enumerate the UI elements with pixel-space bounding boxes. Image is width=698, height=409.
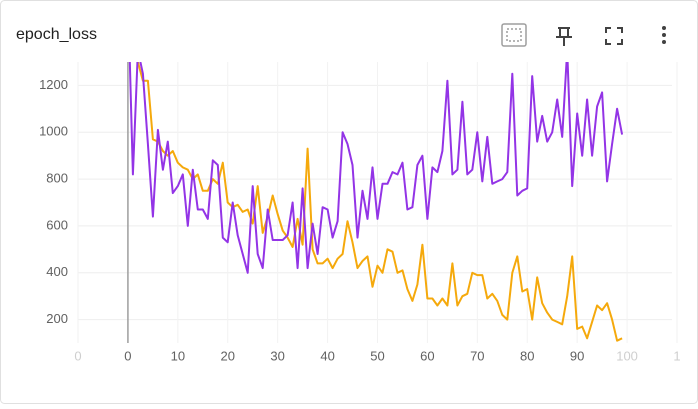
more-button[interactable] xyxy=(662,26,666,44)
pin-button[interactable] xyxy=(556,27,572,46)
x-tick-label: 40 xyxy=(320,348,334,363)
y-tick-label: 600 xyxy=(46,217,68,232)
series-line xyxy=(128,62,624,274)
y-tick-label: 400 xyxy=(46,264,68,279)
chart-title: epoch_loss xyxy=(16,26,97,43)
fit-domain-button[interactable] xyxy=(501,23,527,47)
y-tick-label: 200 xyxy=(46,311,68,326)
x-tick-label: 20 xyxy=(221,348,235,363)
plot-area xyxy=(128,62,624,342)
x-tick-label: 100 xyxy=(616,348,638,363)
x-tick-label: 10 xyxy=(171,348,185,363)
x-tick-label: 70 xyxy=(470,348,484,363)
x-tick-label: 1 xyxy=(673,348,680,363)
y-tick-label: 1200 xyxy=(39,77,68,92)
grid xyxy=(77,62,678,343)
y-tick-label: 1000 xyxy=(39,124,68,139)
x-tick-label: 90 xyxy=(570,348,584,363)
x-tick-label: 50 xyxy=(370,348,384,363)
x-tick-label: 60 xyxy=(420,348,434,363)
x-tick-label: 80 xyxy=(520,348,534,363)
y-tick-label: 800 xyxy=(46,171,68,186)
x-tick-label: 0 xyxy=(74,348,81,363)
x-tick-label: 30 xyxy=(270,348,284,363)
x-tick-label: 0 xyxy=(124,348,131,363)
fullscreen-button[interactable] xyxy=(605,27,623,45)
